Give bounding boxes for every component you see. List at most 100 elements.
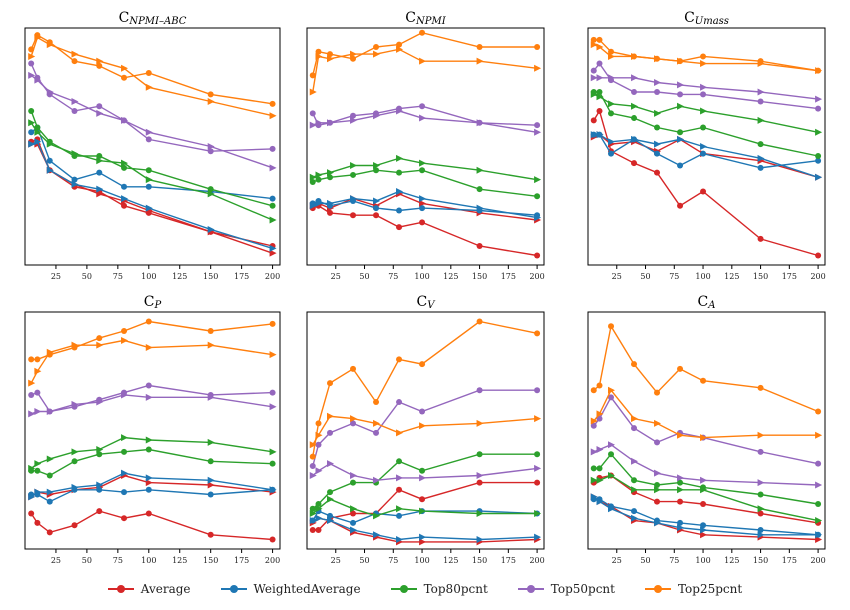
data-point (121, 74, 128, 81)
data-point (315, 199, 323, 207)
data-point (327, 51, 334, 58)
data-point (757, 491, 764, 498)
data-point (350, 526, 358, 534)
data-point (654, 389, 661, 396)
data-point (654, 109, 662, 117)
data-point (419, 408, 426, 415)
data-point (608, 441, 616, 449)
data-point (815, 431, 823, 439)
data-point (71, 97, 79, 105)
data-point (46, 455, 54, 463)
data-point (596, 445, 604, 453)
data-point (145, 136, 152, 143)
data-point (71, 180, 79, 188)
data-point (476, 472, 484, 480)
data-point (269, 202, 276, 209)
data-point (309, 527, 316, 534)
data-point (757, 116, 765, 124)
data-point (207, 438, 215, 446)
data-point (350, 505, 358, 513)
data-point (327, 55, 335, 63)
series-top80pcnt-circle (309, 167, 541, 200)
series-weightedaverage-triangle (28, 469, 277, 501)
legend-swatch-weightedaverage (220, 583, 247, 595)
data-point (757, 527, 764, 534)
series-average-triangle (28, 140, 277, 257)
data-point (815, 531, 823, 539)
data-point (700, 143, 708, 150)
data-point (46, 472, 53, 479)
data-point (373, 50, 381, 58)
data-point (309, 202, 317, 210)
series-top25pcnt-triangle (590, 41, 823, 75)
data-point (757, 510, 764, 517)
data-point (34, 488, 42, 496)
data-point (590, 36, 597, 43)
data-point (677, 431, 685, 439)
data-point (207, 186, 214, 193)
data-point (28, 464, 36, 472)
data-point (373, 399, 380, 406)
data-point (269, 195, 276, 202)
data-point (28, 52, 36, 60)
data-point (534, 176, 542, 184)
chart-title: CNPMI–ABC (119, 10, 187, 27)
plot-frame (24, 311, 281, 550)
data-point (590, 476, 598, 484)
data-point (34, 128, 42, 136)
data-point (28, 410, 36, 418)
data-point (121, 391, 129, 399)
data-point (309, 453, 316, 460)
x-tick-label: 200 (265, 556, 280, 565)
data-point (350, 365, 357, 372)
data-point (590, 493, 598, 501)
data-point (700, 91, 707, 98)
data-point (608, 386, 616, 394)
data-point (654, 124, 661, 131)
x-tick-label: 125 (172, 556, 187, 565)
data-point (121, 64, 129, 72)
series-average-circle (28, 508, 276, 543)
series-line (30, 74, 273, 169)
data-point (46, 529, 53, 536)
x-tick-label: 150 (203, 272, 218, 281)
data-point (145, 486, 152, 493)
data-point (608, 505, 616, 513)
data-point (396, 188, 404, 196)
data-point (34, 33, 42, 41)
series-top50pcnt-triangle (309, 107, 542, 136)
data-point (28, 71, 36, 79)
data-point (373, 512, 381, 520)
x-tick-label: 150 (472, 556, 487, 565)
series-line (593, 324, 819, 413)
chart-title-subscript: V (427, 300, 436, 311)
legend-item-weightedaverage: WeightedAverage (220, 582, 361, 596)
series-top50pcnt-circle (28, 382, 276, 415)
data-point (596, 36, 603, 43)
data-point (654, 88, 661, 95)
x-tick-label: 25 (331, 272, 341, 281)
data-point (419, 29, 426, 36)
data-point (631, 52, 639, 60)
series-top25pcnt-circle (28, 318, 276, 363)
data-point (419, 114, 427, 122)
data-point (327, 169, 335, 177)
data-point (700, 60, 708, 68)
data-point (96, 62, 103, 69)
data-point (534, 193, 541, 200)
data-point (608, 150, 615, 157)
data-point (419, 167, 426, 174)
data-point (309, 472, 317, 480)
data-point (28, 107, 35, 114)
data-point (327, 512, 334, 519)
data-point (145, 318, 152, 325)
data-point (631, 508, 638, 515)
x-tick-label: 200 (810, 556, 825, 565)
series-line (312, 415, 538, 446)
data-point (327, 429, 334, 436)
series-line (30, 126, 273, 200)
data-point (590, 422, 597, 429)
data-point (476, 57, 484, 65)
series-top50pcnt-triangle (309, 460, 542, 484)
legend-swatch-top25pcnt (644, 583, 671, 595)
